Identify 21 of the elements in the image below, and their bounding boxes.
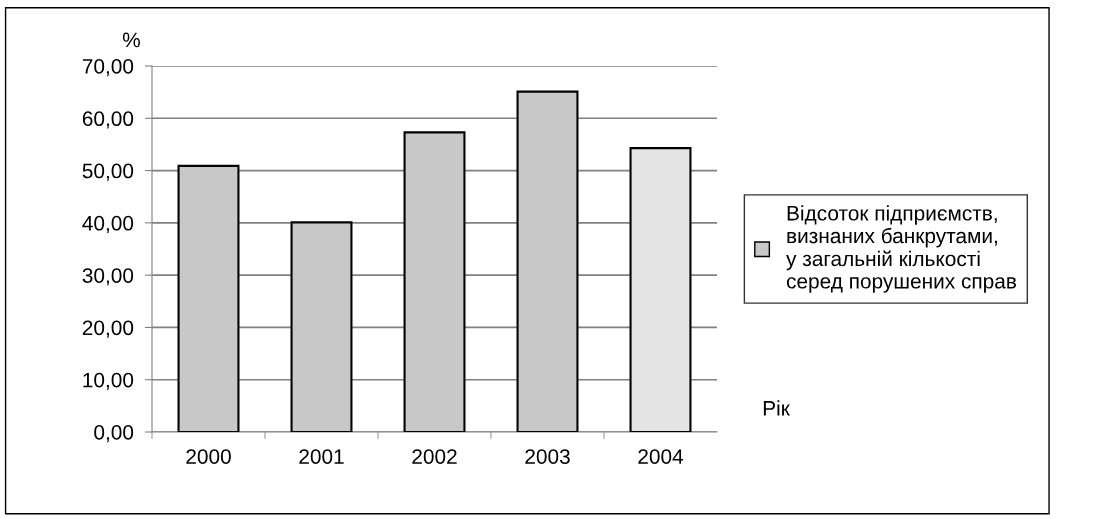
bar: [629, 147, 692, 432]
bar: [177, 164, 240, 432]
y-tick-label: 50,00: [82, 163, 134, 181]
legend-label: Відсоток підприємств, визнаних банкрутами, у загальній кількості серед порушених справ: [786, 205, 1016, 293]
x-tick-label: 2004: [638, 449, 684, 464]
x-axis-title: Рік: [763, 400, 790, 416]
x-tick-label: 2000: [186, 449, 231, 464]
y-tick-label: 10,00: [83, 372, 134, 390]
x-tick-label: 2002: [412, 449, 457, 464]
y-tick-label: 30,00: [82, 268, 134, 286]
x-tick-label: 2003: [525, 449, 570, 464]
bar: [290, 221, 353, 432]
y-tick-label: 70,00: [82, 59, 134, 77]
bar: [516, 90, 579, 432]
bar: [403, 131, 466, 432]
x-tick-label: 2001: [299, 449, 344, 464]
y-tick-label: 40,00: [82, 215, 134, 234]
y-tick-label: 20,00: [82, 320, 134, 338]
y-tick-label: 60,00: [82, 111, 134, 129]
y-axis-title: %: [122, 32, 140, 48]
y-tick-label: 0,00: [94, 425, 134, 443]
